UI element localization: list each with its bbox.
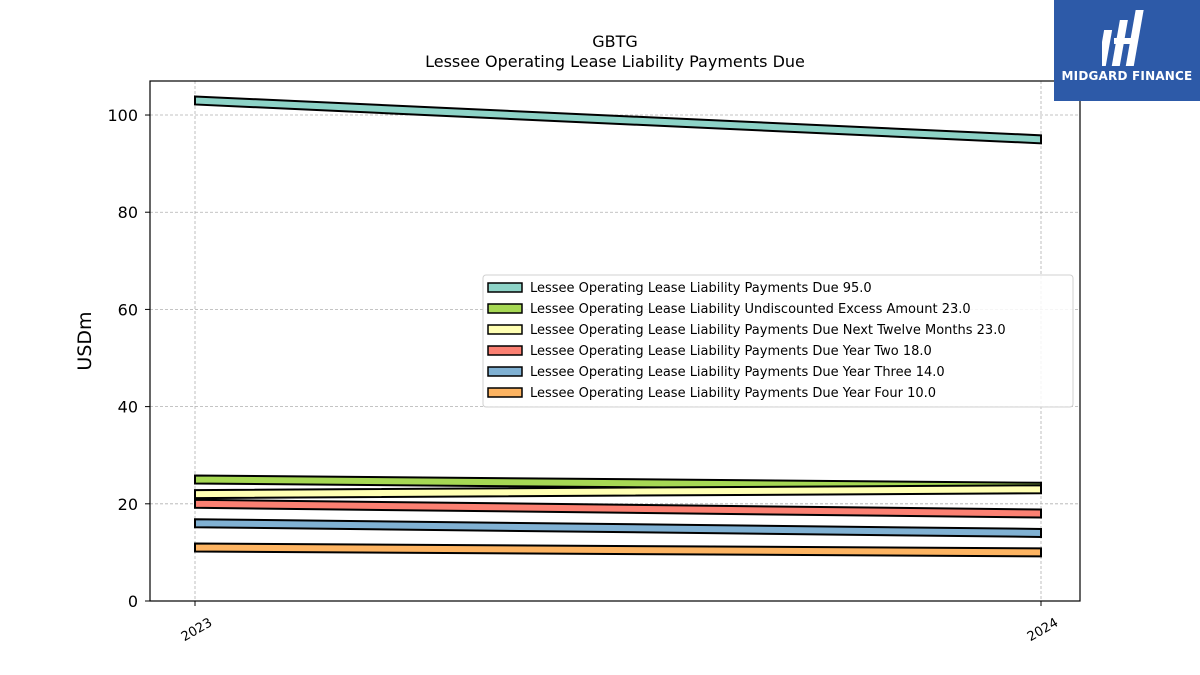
midgard-logo-icon [1102,10,1144,66]
logo-text: MIDGARD FINANCE [1061,69,1193,83]
series-line-0 [194,95,1042,145]
legend-swatch [487,387,523,398]
y-tick-label: 40 [118,398,138,417]
legend-label: Lessee Operating Lease Liability Undisco… [530,302,971,317]
y-tick-label: 60 [118,300,138,319]
plot-frame [149,80,1081,602]
legend-label: Lessee Operating Lease Liability Payment… [530,386,936,401]
series-line-3 [194,498,1042,519]
legend-box [482,274,1074,408]
y-axis-label: USDm [74,311,96,370]
legend-label: Lessee Operating Lease Liability Payment… [530,365,945,380]
legend-swatch [487,366,523,377]
y-tick-label: 0 [128,592,138,611]
brand-logo: MIDGARD FINANCE [1054,0,1200,101]
chart-subtitle: Lessee Operating Lease Liability Payment… [425,52,805,71]
series-line-5 [194,542,1042,558]
legend-label: Lessee Operating Lease Liability Payment… [530,344,932,359]
legend-swatch [487,282,523,293]
x-tick-label: 2023 [179,615,215,645]
y-tick-label: 100 [107,106,138,125]
series-line-4 [194,518,1042,538]
legend-label: Lessee Operating Lease Liability Payment… [530,323,1006,338]
y-tick-label: 20 [118,495,138,514]
legend-swatch [487,303,523,314]
series-line-2 [194,484,1042,500]
chart-title: GBTG [592,32,638,51]
y-tick-label: 80 [118,203,138,222]
legend-swatch [487,324,523,335]
legend-swatch [487,345,523,356]
legend-label: Lessee Operating Lease Liability Payment… [530,281,872,296]
x-tick-label: 2024 [1025,615,1061,645]
